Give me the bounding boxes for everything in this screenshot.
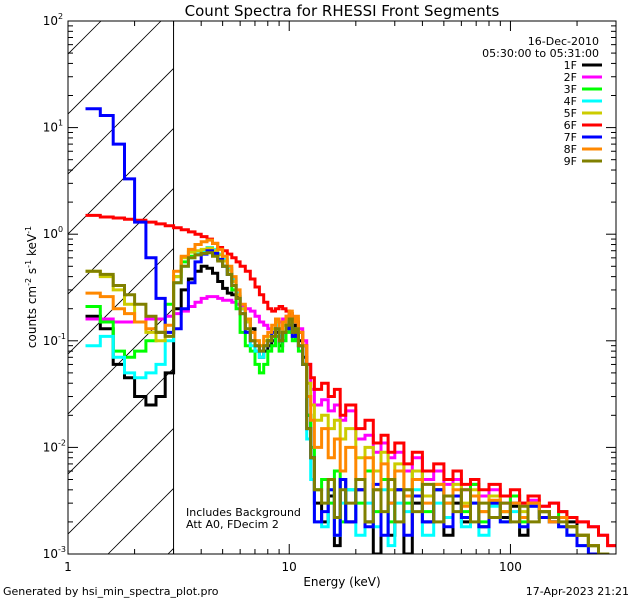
svg-text:2: 2 <box>58 12 63 21</box>
spectra-series-group <box>85 107 616 554</box>
svg-text:10: 10 <box>43 121 58 135</box>
observation-date: 16-Dec-2010 <box>528 35 599 48</box>
legend-item-2F: 2F <box>564 71 602 84</box>
plot-frame <box>67 20 617 555</box>
legend-label-2F: 2F <box>564 71 577 84</box>
legend-label-3F: 3F <box>564 83 577 96</box>
svg-text:-2: -2 <box>58 438 66 447</box>
x-axis-label: Energy (keV) <box>303 575 380 589</box>
svg-text:1: 1 <box>58 119 63 128</box>
x-tick-label-1: 1 <box>64 560 72 574</box>
generated-by-text: Generated by hsi_min_spectra_plot.pro <box>3 585 219 598</box>
x-tick-label-100: 100 <box>499 560 522 574</box>
svg-text:-3: -3 <box>58 545 66 554</box>
y-tick-label-1e-1: 10 -1 <box>43 332 66 348</box>
y-tick-label-1e1: 10 1 <box>43 119 63 135</box>
legend-item-7F: 7F <box>564 131 602 144</box>
legend-label-6F: 6F <box>564 119 577 132</box>
series-9F-line <box>85 251 610 554</box>
legend-item-4F: 4F <box>564 95 602 108</box>
hatch-lines <box>68 21 174 554</box>
legend-item-3F: 3F <box>564 83 602 96</box>
legend-label-4F: 4F <box>564 95 577 108</box>
legend-label-1F: 1F <box>564 59 577 72</box>
legend-item-6F: 6F <box>564 119 602 132</box>
hatched-background-region <box>68 21 175 554</box>
legend-label-5F: 5F <box>564 107 577 120</box>
svg-text:10: 10 <box>43 334 58 348</box>
y-axis-label: counts cm-2 s-1 keV-1 <box>24 226 39 348</box>
y-tick-label-1e-2: 10 -2 <box>43 438 66 454</box>
y-tick-label-1e0: 10 0 <box>43 225 63 241</box>
annotation-background: Includes Background <box>186 506 301 519</box>
svg-text:10: 10 <box>43 227 58 241</box>
legend-item-8F: 8F <box>564 143 602 156</box>
y-tick-label-1e-3: 10 -3 <box>43 545 66 561</box>
svg-text:0: 0 <box>58 225 63 234</box>
chart-title: Count Spectra for RHESSI Front Segments <box>185 2 500 20</box>
annotation-attenuator: Att A0, FDecim 2 <box>186 518 279 531</box>
y-tick-label-1e2: 10 2 <box>43 12 63 28</box>
legend-label-8F: 8F <box>564 143 577 156</box>
observation-time-range: 05:30:00 to 05:31:00 <box>482 47 599 60</box>
svg-text:10: 10 <box>43 547 58 561</box>
axis-ticks <box>67 20 617 555</box>
series-8F-line <box>85 238 610 554</box>
svg-text:10: 10 <box>43 440 58 454</box>
legend-label-7F: 7F <box>564 131 577 144</box>
legend-item-5F: 5F <box>564 107 602 120</box>
legend-item-9F: 9F <box>564 155 602 168</box>
generation-timestamp: 17-Apr-2023 21:21 <box>526 585 629 598</box>
legend-label-9F: 9F <box>564 155 577 168</box>
svg-text:-1: -1 <box>58 332 66 341</box>
x-tick-label-10: 10 <box>282 560 297 574</box>
svg-text:10: 10 <box>43 14 58 28</box>
legend-item-1F: 1F <box>564 59 602 72</box>
